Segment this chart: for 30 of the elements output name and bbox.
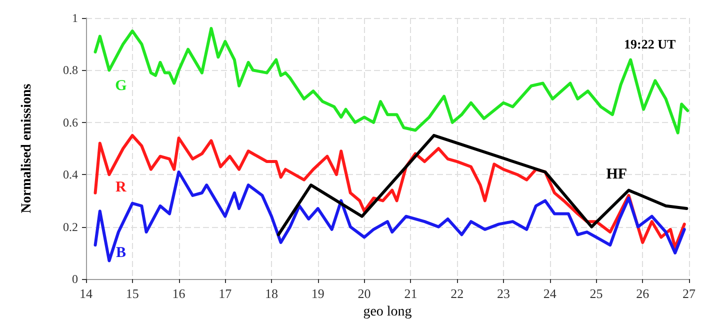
x-tick-label: 16: [172, 286, 186, 301]
annotation: HF: [606, 166, 628, 183]
y-tick-label: 0.8: [63, 63, 78, 78]
x-tick-label: 19: [311, 286, 324, 301]
x-tick-label: 14: [80, 286, 93, 301]
y-tick-label: 0.2: [63, 220, 78, 234]
x-axis-title: geo long: [363, 304, 412, 320]
y-tick-label: 0.4: [63, 168, 78, 182]
annotation: R: [116, 180, 127, 196]
x-tick-label: 25: [590, 286, 603, 301]
y-axis-title: Normalised emissions: [20, 83, 34, 214]
x-tick-label: 17: [218, 286, 232, 301]
y-tick-label: 1: [72, 11, 78, 25]
x-tick-label: 23: [496, 286, 510, 301]
line-series: [94, 170, 686, 262]
annotation: G: [115, 78, 128, 94]
x-tick-label: 24: [543, 286, 557, 301]
y-tick-label: 0.6: [63, 115, 78, 130]
annotation: B: [116, 244, 126, 261]
x-tick-label: 22: [450, 286, 464, 301]
line-series: [276, 134, 688, 236]
x-tick-label: 26: [636, 286, 650, 301]
line-series: [94, 26, 690, 134]
y-tick-label: 0: [72, 272, 78, 286]
x-tick-label: 15: [126, 286, 139, 301]
annotation: 19:22 UT: [624, 36, 676, 52]
x-tick-label: 20: [358, 286, 371, 301]
x-tick-label: 27: [682, 286, 696, 301]
x-tick-label: 18: [265, 286, 278, 301]
x-tick-label: 21: [404, 286, 418, 301]
